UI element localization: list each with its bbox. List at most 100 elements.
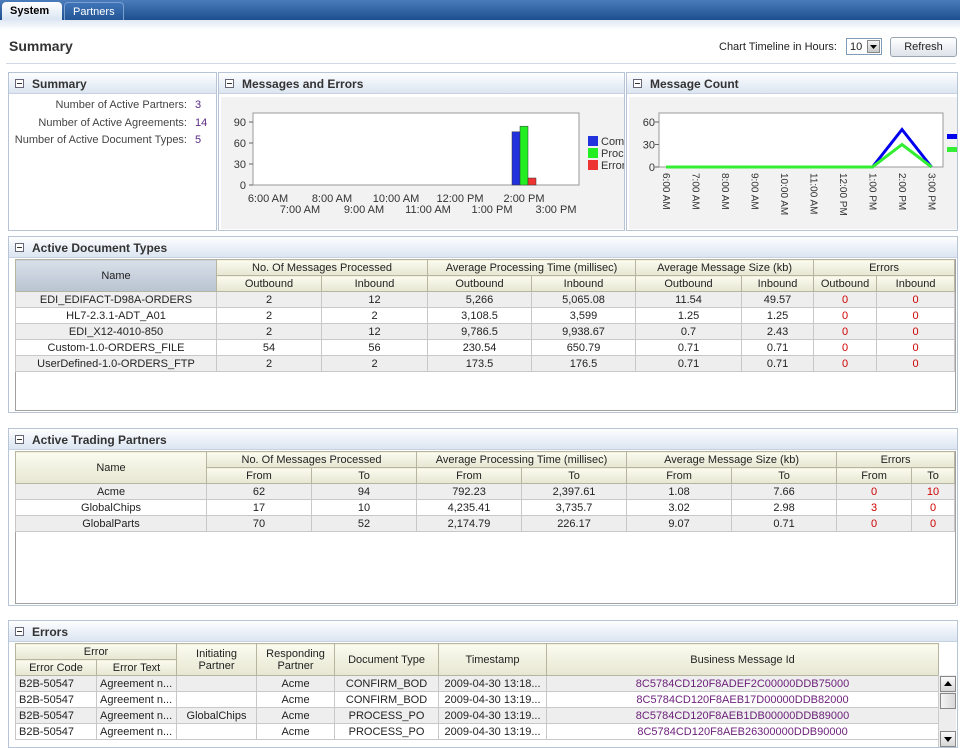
data-row: UserDefined-1.0-ORDERS_FTP22173.5176.50.… [16, 356, 955, 372]
cell: 54 [217, 340, 322, 356]
arrow [870, 45, 877, 49]
scroll-thumb[interactable] [940, 693, 956, 709]
column-header: From [417, 468, 522, 484]
data-row: B2B-50547Agreement n...AcmeCONFIRM_BOD20… [16, 692, 939, 708]
column-header: Responding Partner [257, 644, 335, 676]
cell: 0 [877, 340, 955, 356]
cell: 0 [837, 516, 912, 532]
cell: 10 [312, 500, 417, 516]
scroll-down[interactable] [940, 731, 956, 747]
panel-title: Active Document Types [32, 241, 167, 255]
cell: 8C5784CD120F8ADEF2C00000DDB75000 [547, 676, 939, 692]
count-panel: Message Count 030606:00 AM7:00 AM8:00 AM… [626, 72, 958, 231]
panel-title: Messages and Errors [242, 77, 363, 91]
collapse-icon[interactable] [15, 243, 24, 252]
cell: GlobalChips [16, 500, 207, 516]
column-header: From [207, 468, 312, 484]
timeline-select[interactable]: 10 [846, 38, 882, 55]
column-header: Outbound [428, 276, 532, 292]
cell: B2B-50547 [16, 708, 97, 724]
cell: 0.7 [636, 324, 742, 340]
panel-title: Summary [32, 77, 87, 91]
collapse-icon[interactable] [633, 79, 642, 88]
cell: 70 [207, 516, 312, 532]
panel-title: Active Trading Partners [32, 433, 167, 447]
cell: Custom-1.0-ORDERS_FILE [16, 340, 217, 356]
tab[interactable]: System [2, 2, 62, 20]
cell: GlobalParts [16, 516, 207, 532]
cell: 2 [217, 324, 322, 340]
cell: 173.5 [428, 356, 532, 372]
x-tick-label: 2:00 PM [896, 173, 907, 210]
panel-title: Errors [32, 625, 68, 639]
column-header: Timestamp [439, 644, 547, 676]
collapse-icon[interactable] [15, 435, 24, 444]
doc-types-panel: Active Document Types NameNo. Of Message… [8, 236, 958, 413]
collapse-icon[interactable] [15, 79, 24, 88]
data-row: B2B-50547Agreement n...AcmePROCESS_PO200… [16, 724, 939, 740]
cell: Agreement n... [97, 676, 177, 692]
x-tick-label: 6:00 AM [660, 173, 671, 210]
cell: 0 [814, 308, 877, 324]
data-row: Custom-1.0-ORDERS_FILE5456230.54650.790.… [16, 340, 955, 356]
cell [177, 676, 257, 692]
summary-value: 14 [195, 117, 207, 129]
cell: 2 [217, 308, 322, 324]
scroll-up[interactable] [940, 676, 956, 692]
cell: 56 [322, 340, 428, 356]
cell [177, 724, 257, 740]
x-tick-label: 3:00 PM [926, 173, 937, 210]
cell: 0 [912, 516, 955, 532]
header-row: NameNo. Of Messages ProcessedAverage Pro… [16, 260, 955, 276]
group-header: No. Of Messages Processed [217, 260, 428, 276]
column-header: Inbound [742, 276, 814, 292]
group-header: Error [16, 644, 177, 660]
cell: 3,735.7 [522, 500, 627, 516]
legend-swatch [947, 147, 957, 152]
column-header: Name [16, 260, 217, 292]
data-row: Acme6294792.232,397.611.087.66010 [16, 484, 955, 500]
group-header: Errors [837, 452, 955, 468]
cell: 0 [877, 324, 955, 340]
x-tick-label: 7:00 AM [280, 204, 320, 216]
column-header: Inbound [532, 276, 636, 292]
cell: 62 [207, 484, 312, 500]
cell: 9.07 [627, 516, 732, 532]
column-header: Name [16, 452, 207, 484]
group-header: Average Message Size (kb) [627, 452, 837, 468]
scrollbar[interactable] [938, 675, 956, 748]
cell: 1.25 [742, 308, 814, 324]
refresh-button[interactable]: Refresh [890, 37, 957, 57]
sub-bar [0, 20, 960, 30]
errors-table: ErrorInitiating PartnerResponding Partne… [15, 643, 939, 740]
data-row: B2B-50547Agreement n...GlobalChipsAcmePR… [16, 708, 939, 724]
cell: 3.02 [627, 500, 732, 516]
cell: 792.23 [417, 484, 522, 500]
y-tick-label: 60 [643, 117, 655, 129]
cell: 0.71 [636, 340, 742, 356]
x-tick-label: 8:00 AM [719, 173, 730, 210]
column-header: Inbound [877, 276, 955, 292]
y-tick-label: 60 [234, 138, 246, 150]
cell: 10 [912, 484, 955, 500]
cell: 2009-04-30 13:18... [439, 676, 547, 692]
cell: 2 [322, 308, 428, 324]
plot-area [253, 113, 579, 185]
cell: 8C5784CD120F8AEB26300000DDB90000 [547, 724, 939, 740]
summary-value: 5 [195, 134, 201, 146]
panel-title: Message Count [650, 77, 739, 91]
cell: 94 [312, 484, 417, 500]
collapse-icon[interactable] [15, 627, 24, 636]
collapse-icon[interactable] [225, 79, 234, 88]
summary-panel: Summary Number of Active Partners:3Numbe… [8, 72, 217, 231]
bar [512, 132, 520, 185]
partners-table: NameNo. Of Messages ProcessedAverage Pro… [15, 451, 955, 532]
tab[interactable]: Partners [64, 2, 124, 20]
cell: Acme [257, 692, 335, 708]
arrow-icon [941, 677, 955, 691]
arrow [944, 737, 952, 742]
cell: 2009-04-30 13:19... [439, 708, 547, 724]
cell: PROCESS_PO [335, 724, 439, 740]
arrow-icon [941, 732, 955, 746]
column-header: Document Type [335, 644, 439, 676]
